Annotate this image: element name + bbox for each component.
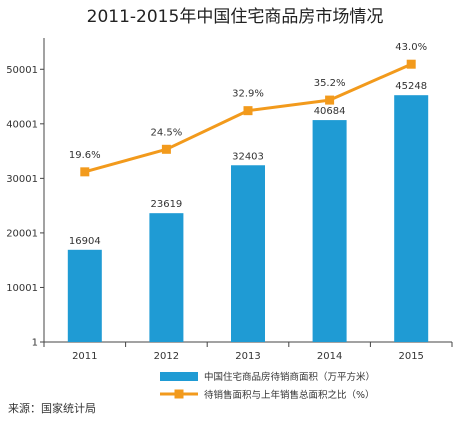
legend-line-marker bbox=[174, 389, 184, 399]
y-tick-label: 1 bbox=[32, 338, 38, 349]
legend-label: 中国住宅商品房待销商面积（万平方米） bbox=[204, 371, 375, 383]
bar-value-label: 45248 bbox=[395, 81, 427, 92]
line-point bbox=[161, 144, 171, 154]
line-value-label: 35.2% bbox=[314, 78, 346, 89]
bar bbox=[231, 165, 265, 342]
y-tick-label: 20001 bbox=[6, 228, 38, 239]
bar-value-label: 40684 bbox=[314, 106, 346, 117]
bar bbox=[149, 213, 184, 342]
line-value-label: 32.9% bbox=[232, 89, 264, 100]
y-tick-label: 40001 bbox=[6, 119, 38, 130]
bar-value-label: 23619 bbox=[150, 199, 182, 210]
line-value-label: 43.0% bbox=[395, 42, 427, 53]
axes: 1 10001 20001 30001 40001 50001 2011 2012 2013 20… bbox=[6, 38, 453, 362]
y-tick-label: 30001 bbox=[6, 174, 38, 185]
line-point bbox=[325, 95, 335, 105]
legend: 中国住宅商品房待销商面积（万平方米） 待销售面积与上年销售总面积之比（%） bbox=[160, 371, 375, 401]
legend-label: 待销售面积与上年销售总面积之比（%） bbox=[204, 389, 375, 401]
data-labels: 16904 23619 32403 40684 45248 19.6% 24.5% 32.9%… bbox=[69, 42, 427, 247]
line-value-label: 24.5% bbox=[151, 127, 183, 138]
x-tick-label: 2013 bbox=[235, 351, 260, 362]
x-tick-label: 2014 bbox=[317, 351, 342, 362]
bar-value-label: 16904 bbox=[69, 236, 101, 247]
line-value-label: 19.6% bbox=[69, 150, 101, 161]
chart-title: 2011-2015年中国住宅商品房市场情况 bbox=[87, 7, 384, 27]
y-tick-label: 10001 bbox=[6, 283, 38, 294]
bar-value-label: 32403 bbox=[232, 151, 264, 162]
bar bbox=[67, 249, 102, 342]
legend-bar-swatch bbox=[160, 372, 198, 381]
bar bbox=[394, 95, 429, 342]
x-tick-label: 2012 bbox=[154, 351, 179, 362]
y-tick-label: 50001 bbox=[6, 65, 38, 76]
bar-series bbox=[67, 95, 429, 342]
line-point bbox=[406, 59, 416, 69]
x-tick-label: 2011 bbox=[72, 351, 97, 362]
bar bbox=[312, 120, 347, 342]
line-series bbox=[80, 59, 416, 177]
line-point bbox=[80, 167, 90, 177]
line-point bbox=[243, 106, 253, 116]
source-label: 来源：国家统计局 bbox=[8, 401, 96, 415]
x-tick-label: 2015 bbox=[398, 351, 423, 362]
